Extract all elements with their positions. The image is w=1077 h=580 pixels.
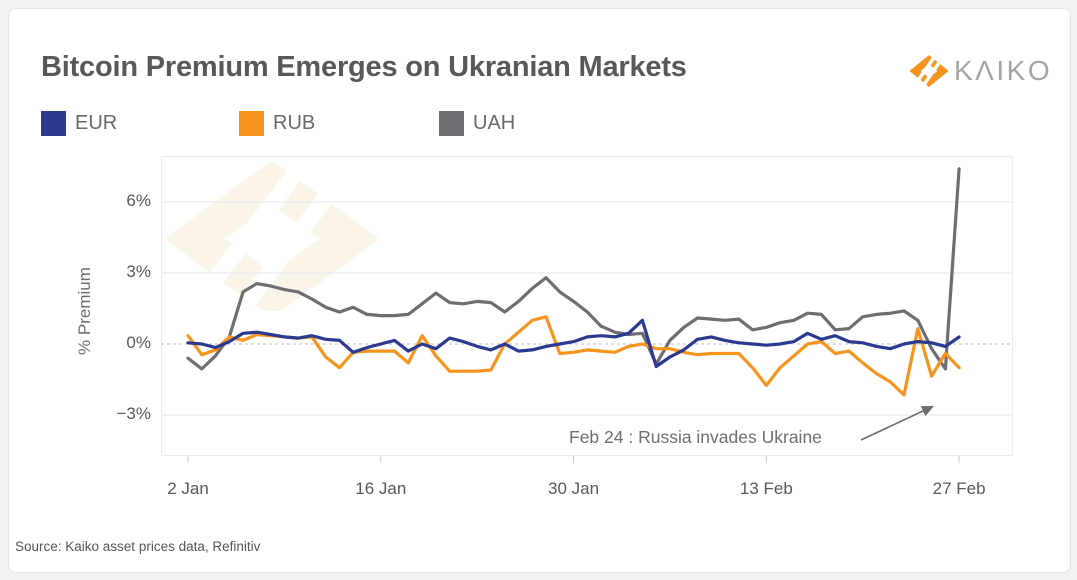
x-tick-label: 27 Feb — [932, 479, 986, 498]
y-tick-label: −3% — [116, 404, 152, 423]
legend-item-eur: EUR — [41, 111, 117, 136]
line-chart-plot — [161, 156, 1013, 463]
legend-label-eur: EUR — [75, 112, 118, 134]
plot-border — [161, 156, 1013, 456]
kaiko-logo-icon — [910, 55, 948, 87]
uah-swatch — [439, 111, 464, 136]
x-tick-label: 2 Jan — [167, 479, 209, 498]
eur-swatch — [41, 111, 66, 136]
y-tick-label: 3% — [126, 261, 151, 281]
chart-card: Bitcoin Premium Emerges on Ukranian Mark… — [8, 8, 1071, 573]
kaiko-watermark-icon — [167, 161, 377, 311]
rub-swatch — [239, 111, 264, 136]
legend-item-uah: UAH — [439, 111, 515, 136]
kaiko-logo: KΛIKO — [910, 55, 1052, 87]
y-tick-label: 6% — [126, 190, 151, 210]
legend-label-rub: RUB — [273, 112, 316, 134]
series-line-eur — [186, 318, 961, 369]
source-note: Source: Kaiko asset prices data, Refinit… — [15, 539, 261, 554]
annotation-text: Feb 24 : Russia invades Ukraine — [569, 427, 822, 447]
page-title: Bitcoin Premium Emerges on Ukranian Mark… — [41, 51, 687, 83]
x-tick-label: 30 Jan — [548, 479, 600, 498]
series-line-rub — [186, 315, 961, 397]
kaiko-logo-text: KΛIKO — [954, 55, 1053, 86]
y-tick-label: 0% — [126, 333, 151, 352]
legend-label-uah: UAH — [473, 112, 516, 134]
annotation-arrow — [860, 406, 934, 441]
legend-item-rub: RUB — [239, 111, 315, 136]
x-tick-label: 16 Jan — [355, 479, 407, 498]
series-line-uah — [186, 167, 961, 371]
x-tick-label: 13 Feb — [739, 479, 793, 498]
